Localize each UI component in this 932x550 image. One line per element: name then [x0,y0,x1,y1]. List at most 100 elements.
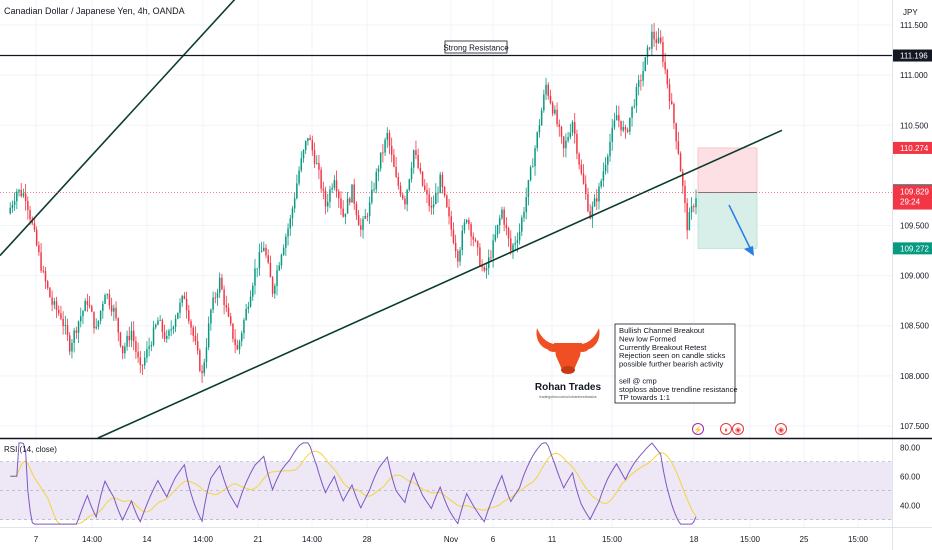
candle-body [276,270,278,286]
candle-body [518,231,521,241]
candle-body [95,326,97,329]
rohan-trades-logo: Rohan Trades tradingview.com/u/rohanfore… [535,328,601,399]
candle-body [185,299,188,311]
time-tick: 15:00 [848,535,869,544]
candle-body [589,211,591,219]
candle-body [565,140,567,149]
candle-body [291,208,294,219]
forecast-arrow[interactable] [728,204,754,256]
candle-body [29,210,31,220]
candle-body [245,308,247,320]
candle-body [364,216,366,219]
candle-body [532,166,534,168]
candle-body [82,311,84,317]
candle-body [104,295,106,304]
strong-resistance-text: Strong Resistance [443,44,509,53]
price-tick: 111.500 [900,21,928,30]
candle-body [368,202,371,217]
rsi-pane[interactable]: RSI (14, close) 80.00 60.00 40.00 [0,442,921,525]
candle-body [646,47,649,58]
candle-body [443,186,446,196]
time-tick: 18 [690,535,699,544]
candle-body [139,357,142,365]
candle-body [441,174,444,187]
candle-body [587,193,589,212]
candle-body [318,162,320,170]
candle-body [611,127,613,142]
candle-body [375,171,378,190]
candle-body [618,115,620,121]
strong-resistance-annotation[interactable]: Strong Resistance [443,40,509,54]
candle-body [406,189,408,205]
candle-body [679,153,682,172]
candle-body [393,154,395,167]
price-tick: 108.000 [900,372,929,381]
candle-body [203,362,206,374]
rsi-tick: 60.00 [900,472,921,481]
candle-body [596,198,598,202]
trade-box[interactable] [697,147,758,249]
candle-body [11,205,14,208]
candle-body [225,304,228,308]
candle-body [653,31,655,40]
candle-body [302,150,305,159]
candle-body [296,183,298,199]
candle-body [492,240,494,258]
time-tick: 15:00 [740,535,761,544]
rsi-tick: 40.00 [900,501,921,510]
candle-body [366,216,369,217]
time-tick: 21 [254,535,263,544]
candle-body [329,189,331,202]
event-icons[interactable]: ⚡ ⏸ ◉ ◉ [692,423,787,435]
candle-body [573,122,576,134]
candle-body [300,158,303,171]
candles [9,23,697,383]
candle-body [71,342,73,352]
take-profit-zone [697,192,758,249]
candle-body [386,132,389,140]
candle-body [106,294,108,296]
candle-body [51,297,53,305]
candle-body [461,230,464,251]
trend-lines[interactable] [0,0,892,439]
candle-body [635,86,638,106]
candle-body [174,318,177,327]
event-icon-ring [732,423,744,435]
candle-body [450,216,452,230]
candle-body [571,122,574,133]
candle-body [179,302,181,313]
candle-body [536,132,538,149]
candle-body [91,306,93,312]
candle-body [494,234,497,241]
current-price-value: 109.829 [900,188,929,197]
time-tick: 14 [143,535,152,544]
candle-body [538,125,541,133]
candle-body [642,71,644,81]
candle-body [459,250,461,262]
candle-body [613,120,616,128]
candle-body [99,310,102,321]
price-axis-ticks: 111.500 111.000 110.500 109.500 109.000 108.5… [900,21,929,431]
candle-body [397,176,400,186]
candle-body [130,330,133,341]
candle-body [282,247,285,255]
candle-body [170,329,172,331]
candle-body [159,320,161,322]
rsi-line [10,442,697,525]
candle-body [163,332,166,339]
candle-body [686,202,688,231]
time-tick: 7 [34,535,39,544]
time-axis-ticks[interactable]: 7 14:00 14 14:00 21 14:00 28 Nov 6 11 15:00 18 15:00… [34,535,869,544]
candle-body [496,224,499,235]
event-icon-ring [692,423,704,435]
main-pane[interactable] [0,0,892,438]
price-tag-text: 111.196 [900,52,928,61]
candle-body [320,169,322,189]
candle-body [523,211,525,218]
candle-body [229,316,232,324]
upper-channel-line [0,0,236,257]
candle-body [22,193,25,197]
price-axis[interactable] [893,0,932,438]
